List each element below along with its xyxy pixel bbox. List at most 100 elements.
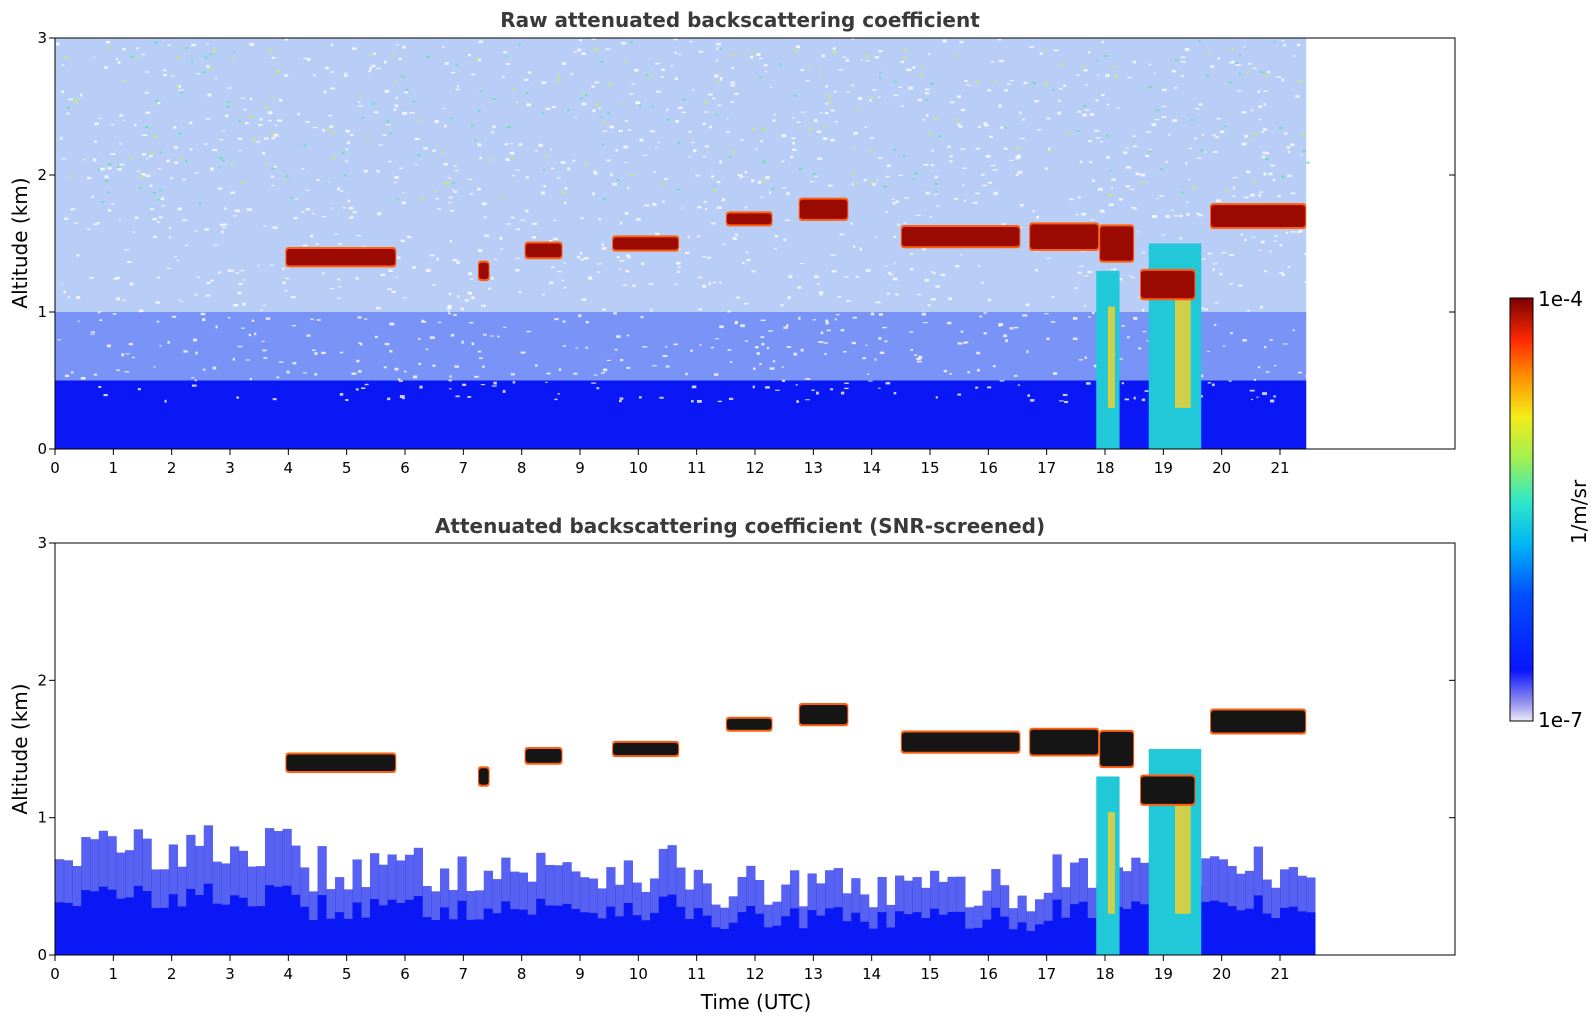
colorbar-max-label: 1e-4	[1538, 287, 1583, 311]
noise-speck	[358, 101, 361, 104]
noise-speck-bright	[449, 117, 453, 120]
noise-speck	[592, 192, 595, 196]
noise-speck-bright	[405, 88, 409, 91]
noise-speck-bright	[412, 100, 416, 103]
boundary-layer-core	[1245, 908, 1255, 955]
noise-speck	[1215, 199, 1221, 202]
noise-speck	[796, 400, 799, 403]
noise-speck-bright	[1044, 83, 1049, 86]
boundary-layer-core	[291, 894, 301, 955]
noise-speck	[480, 384, 486, 386]
noise-speck-bright	[922, 66, 925, 69]
noise-speck	[869, 99, 872, 102]
noise-speck	[742, 262, 745, 265]
noise-speck	[1249, 389, 1255, 392]
noise-speck	[766, 347, 770, 350]
noise-speck-bright	[762, 160, 767, 163]
noise-speck	[80, 376, 86, 380]
noise-speck	[1135, 172, 1141, 176]
noise-speck	[609, 125, 615, 129]
noise-speck	[122, 119, 125, 122]
noise-speck	[688, 156, 691, 158]
noise-speck	[387, 288, 392, 291]
noise-speck	[594, 81, 600, 84]
noise-speck	[164, 399, 167, 403]
boundary-layer-core	[965, 928, 975, 955]
noise-speck	[90, 331, 96, 333]
noise-speck-bright	[731, 54, 735, 57]
noise-speck	[1022, 314, 1028, 317]
noise-speck	[614, 348, 618, 351]
noise-speck-bright	[222, 159, 225, 162]
noise-speck	[173, 126, 177, 129]
noise-speck	[851, 84, 854, 87]
noise-speck-bright	[227, 100, 231, 103]
noise-speck	[635, 101, 641, 105]
noise-speck	[1212, 263, 1218, 265]
noise-speck	[152, 218, 157, 221]
noise-speck	[1207, 252, 1213, 255]
noise-speck-bright	[630, 41, 633, 44]
noise-speck	[956, 95, 962, 98]
noise-speck	[949, 160, 953, 163]
noise-speck	[448, 292, 452, 296]
noise-speck	[260, 309, 263, 311]
noise-speck	[258, 124, 263, 127]
noise-speck	[691, 385, 697, 389]
noise-speck	[661, 68, 665, 72]
noise-speck	[262, 304, 267, 306]
noise-speck	[960, 330, 964, 333]
noise-speck	[1305, 374, 1311, 377]
noise-speck	[702, 155, 706, 158]
noise-speck	[1248, 62, 1252, 65]
noise-speck	[557, 270, 562, 273]
noise-speck	[755, 345, 759, 349]
noise-speck	[958, 125, 963, 128]
noise-speck	[357, 316, 362, 319]
noise-speck	[311, 212, 315, 215]
noise-speck	[469, 322, 474, 324]
noise-speck	[191, 377, 195, 379]
noise-speck	[769, 367, 775, 370]
noise-speck	[992, 169, 998, 171]
noise-speck	[290, 296, 296, 299]
noise-speck	[204, 228, 209, 231]
noise-speck	[1148, 148, 1152, 151]
noise-speck	[389, 349, 393, 353]
noise-speck	[670, 65, 674, 67]
noise-speck	[376, 169, 380, 173]
noise-speck	[526, 330, 532, 333]
noise-speck	[934, 193, 939, 195]
noise-speck	[574, 50, 577, 53]
noise-speck	[393, 181, 398, 183]
noise-speck	[1141, 398, 1146, 402]
noise-speck-bright	[1081, 65, 1085, 68]
noise-speck	[581, 102, 587, 106]
noise-speck	[715, 59, 719, 62]
noise-speck	[1025, 303, 1030, 307]
noise-speck	[330, 43, 334, 47]
noise-speck	[840, 391, 845, 395]
noise-speck	[339, 351, 344, 354]
boundary-layer-core	[527, 914, 537, 955]
noise-speck	[337, 187, 341, 191]
noise-speck	[949, 373, 952, 375]
noise-speck-bright	[638, 105, 642, 108]
noise-speck	[1243, 46, 1246, 48]
noise-speck	[844, 387, 849, 390]
boundary-layer-core	[938, 914, 948, 955]
noise-speck	[1125, 147, 1129, 149]
x-tick-label: 16	[979, 965, 998, 983]
noise-speck	[800, 111, 806, 113]
noise-speck	[482, 333, 487, 336]
noise-speck	[228, 316, 231, 319]
boundary-layer-core	[55, 902, 65, 955]
boundary-layer-core	[273, 886, 283, 955]
noise-speck-bright	[902, 49, 907, 52]
noise-speck	[860, 59, 863, 61]
noise-speck	[295, 198, 298, 200]
noise-speck	[206, 43, 209, 45]
boundary-layer-core	[956, 911, 966, 955]
noise-speck	[638, 396, 642, 399]
noise-speck-bright	[361, 116, 365, 119]
